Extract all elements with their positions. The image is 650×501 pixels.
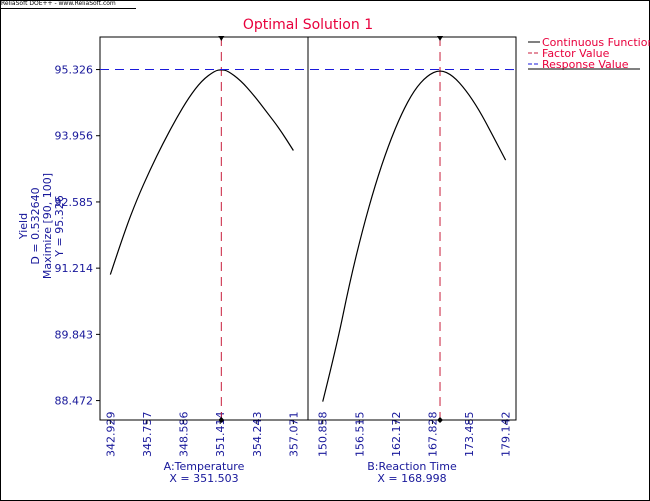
x-value-label: X = 351.503: [169, 472, 238, 485]
y-tick-label: 95.326: [55, 64, 94, 77]
y-tick-label: 93.956: [55, 130, 94, 143]
x-tick-label: 162.172: [390, 412, 403, 458]
legend-label: Continuous Function: [542, 36, 650, 49]
panel-2: 150.858 156.515 162.172 167.828 173.485 179.1…: [317, 36, 513, 485]
x-axis-title: A:Temperature: [164, 460, 245, 473]
y-tick-label: 92.585: [55, 196, 94, 209]
x-tick-label: 345.757: [141, 412, 154, 458]
y-tick-label: 89.843: [55, 328, 94, 341]
y-tick-label: 88.472: [55, 395, 94, 408]
x-tick-label: 354.243: [251, 412, 264, 458]
x-value-label: X = 168.998: [377, 472, 446, 485]
credit-text: ReliaSoft DOE++ - www.ReliaSoft.com: [1, 0, 116, 7]
y-tick-label: 91.214: [55, 262, 94, 275]
x-tick-label: 348.586: [178, 412, 191, 458]
y-axis-title-line: Maximize [90, 100]: [41, 173, 54, 279]
y-axis-title-line: Y = 95.326: [53, 195, 66, 257]
legend-label: Factor Value: [542, 47, 610, 60]
x-tick-label: 357.071: [287, 412, 300, 458]
y-axis-title-line: D = 0.532640: [29, 187, 42, 264]
x-tick-label: 150.858: [317, 412, 330, 458]
y-axis-title-line: Yield: [17, 213, 30, 240]
x-tick-label: 179.142: [500, 411, 513, 457]
continuous-function-curve: [109, 69, 294, 275]
continuous-function-curve: [322, 70, 507, 402]
x-tick-label: 156.515: [353, 412, 366, 458]
x-tick-label: 342.929: [104, 412, 117, 458]
panel-1: 342.929 345.757 348.586 351.414 354.243 357.0…: [104, 36, 300, 485]
chart-title: Optimal Solution 1: [243, 17, 373, 33]
x-tick-label: 351.414: [214, 412, 227, 458]
chart-panels: 342.929 345.757 348.586 351.414 354.243 357.0…: [104, 36, 513, 485]
x-tick-label: 167.828: [426, 412, 439, 458]
y-axis-title: Yield D = 0.532640 Maximize [90, 100] Y …: [17, 173, 66, 279]
x-tick-label: 173.485: [463, 412, 476, 458]
x-axis-title: B:Reaction Time: [367, 460, 457, 473]
credit-underline: [0, 8, 136, 9]
y-axis-ticks: 95.326 93.956 92.585 91.214 89.843 88.472: [55, 64, 100, 408]
legend-label: Response Value: [542, 58, 629, 71]
